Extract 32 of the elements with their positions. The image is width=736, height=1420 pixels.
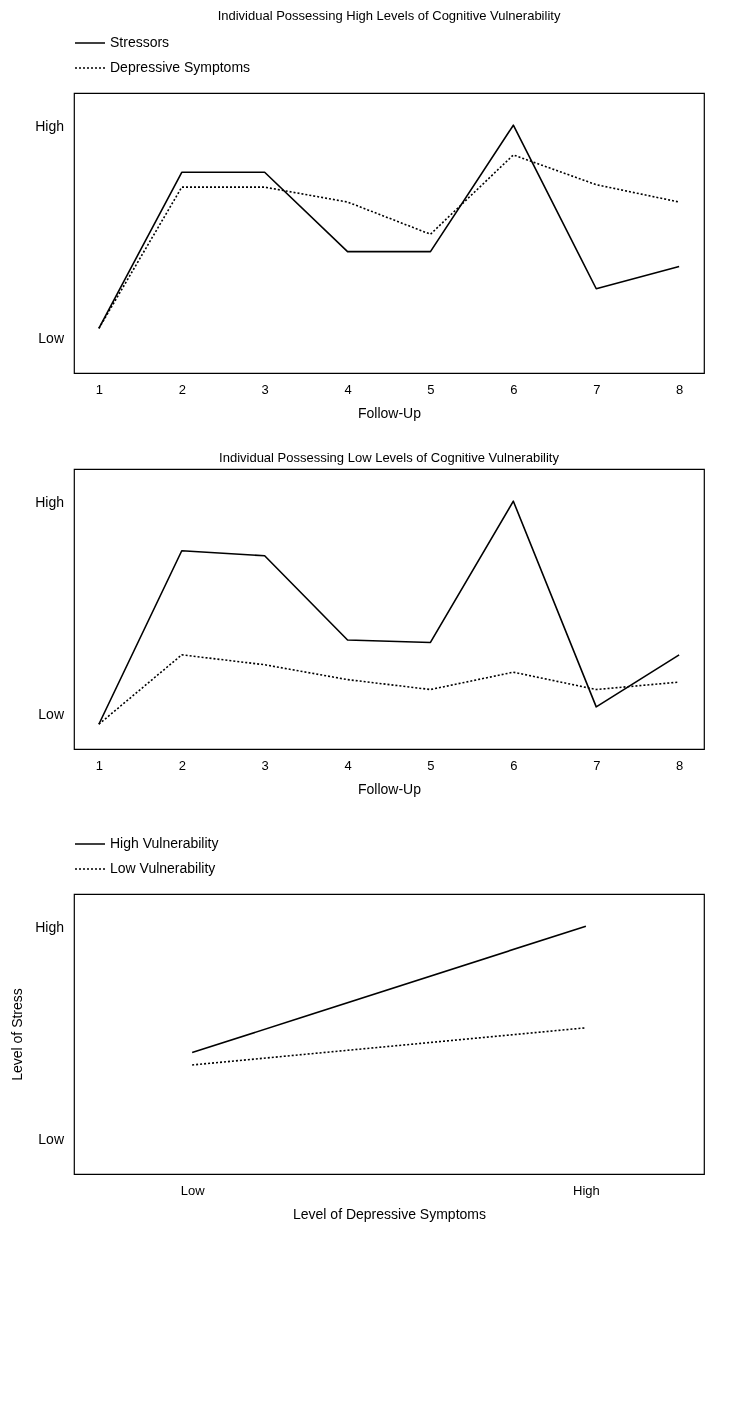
text: High (35, 918, 64, 935)
x-tick-label: 4 (344, 757, 352, 773)
text: Low (38, 706, 65, 723)
x-tick-label: 6 (510, 757, 518, 773)
x-tick-label: 3 (261, 757, 269, 773)
x-tick-label: 7 (593, 381, 601, 397)
x-tick-label: 1 (95, 381, 103, 397)
x-tick-label: 8 (676, 381, 684, 397)
legend-label: Low Vulnerability (110, 860, 216, 876)
x-tick-label: 6 (510, 381, 518, 397)
x-tick-label: 5 (427, 757, 435, 773)
x-tick-label: 2 (178, 757, 186, 773)
x-tick-label: 1 (95, 757, 103, 773)
x-axis-title: Follow-Up (357, 404, 422, 421)
y-axis-title: Level of Stress (8, 988, 25, 1081)
x-tick-label: 5 (427, 381, 435, 397)
chart-title: Individual Possessing Low Levels of Cognitive Vulnerability (219, 450, 560, 465)
legend-label: Stressors (110, 34, 170, 50)
x-axis-title: Follow-Up (357, 780, 422, 797)
x-tick-label: 8 (676, 757, 684, 773)
x-axis-title: Level of Depressive Symptoms (293, 1205, 486, 1222)
text: Low (38, 330, 65, 347)
x-tick-label: 3 (261, 381, 269, 397)
x-tick-label: 2 (178, 381, 186, 397)
text: Low (38, 1131, 65, 1148)
legend-label: Depressive Symptoms (110, 59, 251, 75)
x-tick-label: 7 (593, 757, 601, 773)
x-tick-label: 4 (344, 381, 352, 397)
chart-title: Individual Possessing High Levels of Cognitive Vulnerability (217, 8, 561, 23)
text: High (35, 493, 64, 510)
legend-label: High Vulnerability (110, 835, 219, 851)
text: High (35, 117, 64, 134)
